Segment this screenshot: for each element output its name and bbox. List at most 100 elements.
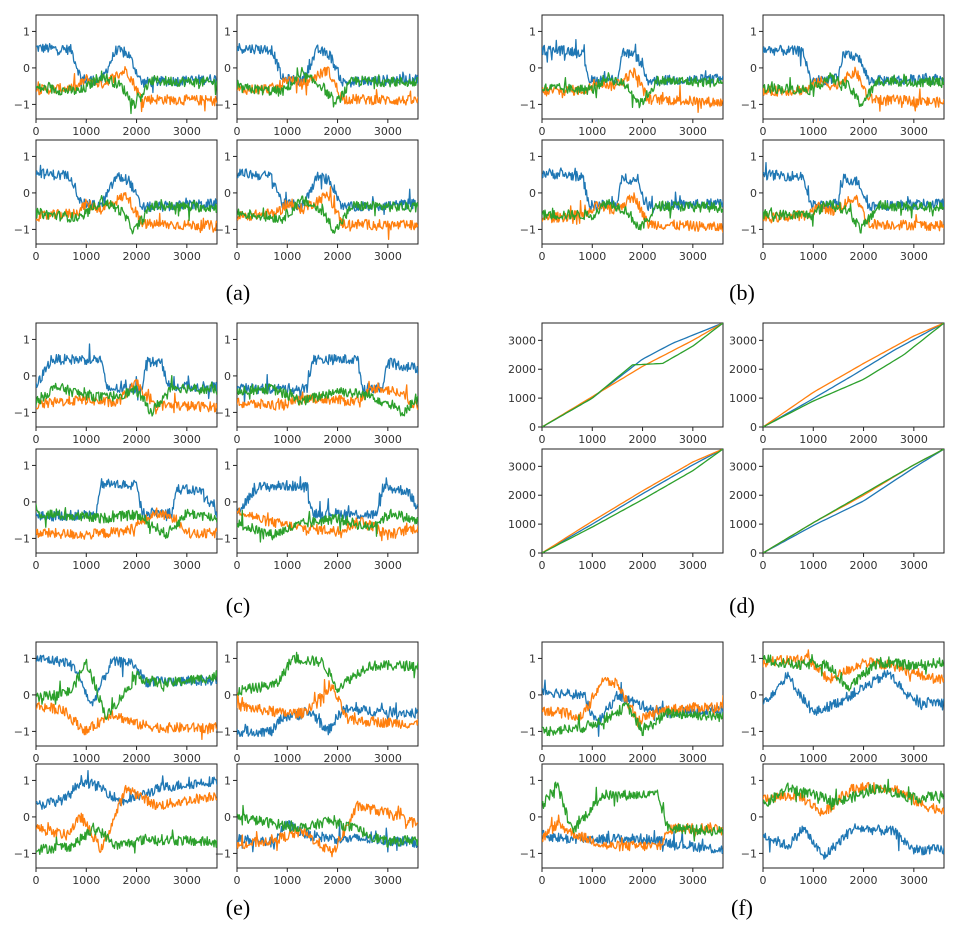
x-tick-label: 3000 (173, 874, 201, 887)
axes-frame (541, 763, 724, 869)
y-tick-label: 1 (529, 774, 536, 787)
y-tick-label: −1 (14, 223, 30, 236)
series-line-green (237, 66, 418, 108)
x-tick-label: 3000 (173, 752, 201, 765)
x-tick-label: 1000 (273, 125, 301, 138)
y-tick-label: 0 (23, 496, 30, 509)
series-line-green (542, 72, 723, 109)
y-tick-label: 0 (750, 62, 757, 75)
axes-frame (35, 322, 218, 428)
x-tick-label: 3000 (173, 559, 201, 572)
y-tick-label: 0 (224, 811, 231, 824)
y-tick-label: 1 (224, 652, 231, 665)
y-tick-label: 1 (23, 652, 30, 665)
x-tick-label: 0 (539, 874, 546, 887)
x-tick-label: 0 (234, 559, 241, 572)
x-tick-label: 2000 (324, 874, 352, 887)
y-tick-label: 0 (23, 811, 30, 824)
y-tick-label: 0 (529, 547, 536, 560)
subplot: 0 1000 2000 3000 −1 0 1 (215, 641, 419, 765)
axes-frame (35, 14, 218, 120)
subplot: 0 1000 2000 3000 −1 0 1 (215, 448, 419, 572)
series-line-green (237, 651, 418, 696)
x-tick-label: 0 (234, 250, 241, 263)
y-tick-label: 1000 (508, 518, 536, 531)
series-line-green (542, 198, 723, 231)
series-line-green (36, 658, 217, 721)
x-tick-label: 2000 (629, 874, 657, 887)
series-line-orange (237, 186, 418, 241)
series-line-blue (36, 654, 217, 707)
y-tick-label: 2000 (508, 363, 536, 376)
x-tick-label: 0 (539, 752, 546, 765)
y-tick-label: −1 (741, 98, 757, 111)
subplot: 0 1000 2000 3000 0 1000 2000 3000 (729, 322, 945, 446)
series-line-blue (763, 161, 944, 212)
y-tick-label: −1 (520, 725, 536, 738)
axes-frame (236, 763, 419, 869)
axes-frame (762, 641, 945, 747)
series-line-blue (763, 323, 944, 427)
x-tick-label: 1000 (799, 250, 827, 263)
x-tick-label: 2000 (123, 433, 151, 446)
series-line-orange (36, 192, 217, 234)
y-tick-label: 1 (750, 652, 757, 665)
subplot: 0 1000 2000 3000 −1 0 1 (520, 763, 724, 887)
series-line-blue (36, 343, 217, 401)
x-tick-label: 3000 (900, 250, 928, 263)
x-tick-label: 3000 (679, 752, 707, 765)
x-tick-label: 1000 (72, 559, 100, 572)
x-tick-label: 2000 (629, 125, 657, 138)
y-tick-label: 2000 (729, 489, 757, 502)
subplot: 0 1000 2000 3000 −1 0 1 (520, 139, 724, 263)
series-line-green (542, 702, 723, 737)
subplot: 0 1000 2000 3000 −1 0 1 (14, 763, 218, 887)
x-tick-label: 3000 (900, 752, 928, 765)
x-tick-label: 3000 (679, 250, 707, 263)
series-line-green (36, 70, 217, 115)
y-tick-label: 1 (750, 150, 757, 163)
panel-label: (e) (226, 895, 250, 920)
panel-label: (b) (729, 280, 755, 305)
series-line-orange (36, 507, 217, 540)
series-line-blue (36, 478, 217, 522)
series-line-orange (237, 678, 418, 729)
subplot: 0 1000 2000 3000 −1 0 1 (14, 641, 218, 765)
x-tick-label: 0 (33, 125, 40, 138)
series-line-blue (542, 829, 723, 854)
x-tick-label: 0 (33, 250, 40, 263)
x-tick-label: 1000 (799, 433, 827, 446)
series-line-orange (237, 800, 418, 858)
series-line-green (763, 72, 944, 108)
series-line-orange (237, 66, 418, 106)
x-tick-label: 0 (539, 559, 546, 572)
y-tick-label: 1000 (729, 518, 757, 531)
x-tick-label: 3000 (173, 433, 201, 446)
series-line-orange (542, 192, 723, 233)
x-tick-label: 2000 (324, 559, 352, 572)
y-tick-label: 1 (23, 459, 30, 472)
series-line-orange (542, 449, 723, 553)
series-line-green (237, 383, 418, 417)
series-line-blue (542, 449, 723, 553)
y-tick-label: −1 (741, 847, 757, 860)
y-tick-label: −1 (215, 406, 231, 419)
series-line-green (763, 323, 944, 427)
series-line-green (763, 199, 944, 234)
x-tick-label: 1000 (578, 752, 606, 765)
y-tick-label: −1 (741, 223, 757, 236)
axes-frame (236, 322, 419, 428)
y-tick-label: 1 (750, 25, 757, 38)
y-tick-label: 1 (224, 333, 231, 346)
y-tick-label: −1 (14, 98, 30, 111)
series-line-blue (763, 44, 944, 86)
x-tick-label: 0 (234, 433, 241, 446)
axes-frame (35, 448, 218, 554)
series-line-green (763, 654, 944, 692)
x-tick-label: 0 (234, 752, 241, 765)
panel-label: (f) (731, 895, 753, 920)
x-tick-label: 1000 (72, 752, 100, 765)
x-tick-label: 0 (760, 752, 767, 765)
